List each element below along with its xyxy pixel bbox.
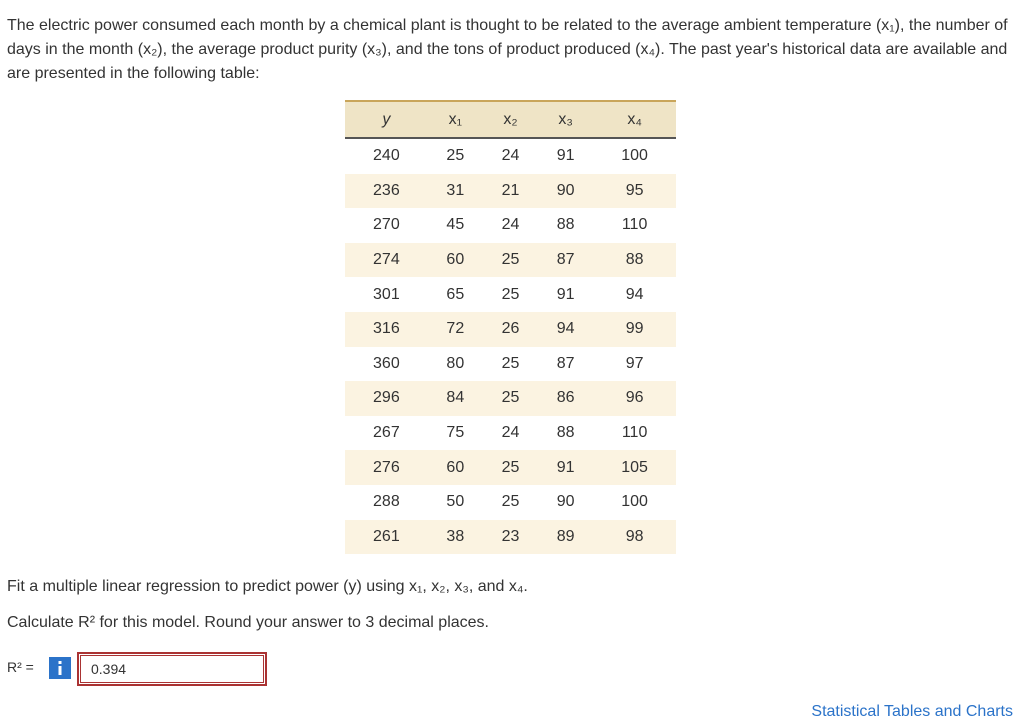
table-cell: 24 <box>501 424 520 442</box>
table-cell: 87 <box>538 242 594 278</box>
table-cell: 110 <box>621 424 648 442</box>
table-cell: 261 <box>345 519 428 555</box>
table-cell: 96 <box>593 381 676 416</box>
table-cell: 91 <box>556 147 575 165</box>
table-cell: 94 <box>625 285 644 303</box>
table-row: 270 45 24 88 110 <box>345 208 676 243</box>
table-cell: 60 <box>427 450 483 485</box>
table-cell: 274 <box>345 242 428 278</box>
table-cell: 50 <box>446 493 465 511</box>
table-cell: 25 <box>482 242 539 278</box>
table-cell: 316 <box>345 311 428 347</box>
table-row: 276 60 25 91 105 <box>345 450 676 485</box>
table-cell: 267 <box>373 424 400 442</box>
table-cell: 89 <box>538 519 594 555</box>
column-header: x₂ <box>482 100 539 139</box>
table-cell: 98 <box>593 519 676 555</box>
table-cell: 86 <box>538 381 594 416</box>
table-row: 296 84 25 86 96 <box>345 381 676 416</box>
table-cell: 301 <box>373 285 400 303</box>
answer-label: R² = <box>7 659 34 675</box>
table-cell: 25 <box>482 450 539 485</box>
table-cell: 87 <box>556 354 575 372</box>
info-icon[interactable] <box>49 657 71 679</box>
table-cell: 105 <box>593 450 676 485</box>
calculate-instruction: Calculate R² for this model. Round your … <box>7 614 489 631</box>
table-cell: 276 <box>345 450 428 485</box>
table-cell: 110 <box>621 216 648 234</box>
table-cell: 75 <box>446 424 465 442</box>
table-cell: 23 <box>482 519 539 555</box>
table-cell: 72 <box>427 311 483 347</box>
table-cell: 91 <box>538 450 594 485</box>
table-cell: 84 <box>427 381 483 416</box>
column-header: x₃ <box>538 100 594 139</box>
table-cell: 21 <box>482 173 539 209</box>
table-cell: 94 <box>538 311 594 347</box>
info-bar <box>58 666 62 675</box>
table-cell: 88 <box>556 424 575 442</box>
table-cell: 65 <box>446 285 465 303</box>
table-cell: 25 <box>482 381 539 416</box>
column-header: x₄ <box>593 100 676 139</box>
table-cell: 25 <box>501 285 520 303</box>
table-cell: 90 <box>538 173 594 209</box>
table-row: 261 38 23 89 98 <box>345 519 676 555</box>
answer-input[interactable]: 0.394 <box>77 652 267 686</box>
table-cell: 99 <box>593 311 676 347</box>
table-cell: 88 <box>593 242 676 278</box>
info-dot <box>58 661 62 664</box>
table-cell: 25 <box>501 354 520 372</box>
table-row: 274 60 25 87 88 <box>345 242 676 278</box>
table-cell: 288 <box>373 493 400 511</box>
table-cell: 95 <box>593 173 676 209</box>
table-row: 288 50 25 90 100 <box>345 485 676 520</box>
table-row: 316 72 26 94 99 <box>345 311 676 347</box>
table-cell: 100 <box>621 147 648 165</box>
table-cell: 100 <box>621 493 648 511</box>
table-cell: 240 <box>373 147 400 165</box>
table-row: 301 65 25 91 94 <box>345 277 676 312</box>
table-cell: 24 <box>501 147 520 165</box>
table-row: 267 75 24 88 110 <box>345 416 676 451</box>
table-cell: 97 <box>625 354 644 372</box>
intro-text: The electric power consumed each month b… <box>7 17 1008 82</box>
table-cell: 360 <box>373 354 400 372</box>
table-cell: 236 <box>345 173 428 209</box>
table-cell: 270 <box>373 216 400 234</box>
table-body: 240 25 24 91 100 236 31 21 90 95 270 45 24 88 110 274 60… <box>345 138 676 555</box>
table-cell: 91 <box>556 285 575 303</box>
table-cell: 88 <box>556 216 575 234</box>
table-row: 360 80 25 87 97 <box>345 347 676 382</box>
column-header: y <box>345 100 428 139</box>
fit-instruction: Fit a multiple linear regression to pred… <box>7 578 528 595</box>
data-table: y x₁ x₂ x₃ x₄ 240 25 24 91 100 236 31 21 90 95 270 45 24… <box>345 100 676 555</box>
table-cell: 80 <box>446 354 465 372</box>
table-cell: 26 <box>482 311 539 347</box>
table-cell: 24 <box>501 216 520 234</box>
table-cell: 38 <box>427 519 483 555</box>
table-row: 236 31 21 90 95 <box>345 173 676 209</box>
table-cell: 60 <box>427 242 483 278</box>
header-row: y x₁ x₂ x₃ x₄ <box>345 100 676 139</box>
table-cell: 45 <box>446 216 465 234</box>
table-row: 240 25 24 91 100 <box>345 138 676 174</box>
column-header: x₁ <box>427 100 483 139</box>
table-cell: 296 <box>345 381 428 416</box>
table-cell: 31 <box>427 173 483 209</box>
tables-link[interactable]: Statistical Tables and Charts <box>811 703 1013 720</box>
table-cell: 25 <box>501 493 520 511</box>
table-cell: 25 <box>446 147 465 165</box>
table-cell: 90 <box>556 493 575 511</box>
